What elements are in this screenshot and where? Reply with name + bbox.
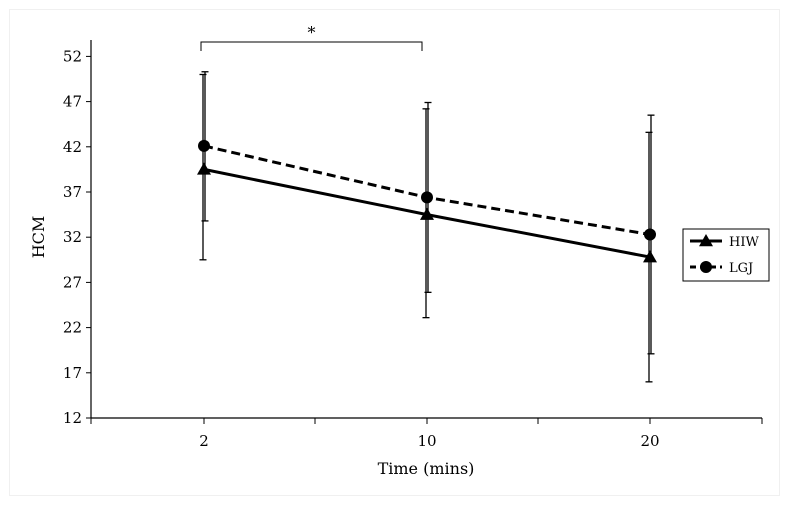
y-tick-label: 17	[63, 364, 82, 382]
y-axis-ticks: 12 17 22 27 32 37 42 47 52	[63, 47, 91, 427]
y-tick-label: 37	[63, 183, 82, 201]
y-tick-label: 52	[63, 47, 82, 65]
legend-label-lgj: LGJ	[729, 261, 753, 276]
x-axis-ticks: 2 10 20	[90, 418, 763, 450]
y-tick-label: 12	[63, 409, 82, 427]
legend-box	[682, 228, 770, 282]
x-tick-label: 20	[640, 432, 659, 450]
series-layer	[197, 139, 657, 263]
y-tick-label: 32	[63, 228, 82, 246]
data-point-lgj	[421, 191, 433, 204]
y-tick-label: 22	[63, 319, 82, 337]
data-point-lgj	[644, 228, 656, 241]
data-point-lgj	[198, 139, 210, 152]
significance-star: *	[308, 23, 316, 42]
data-point-hiw	[420, 207, 434, 220]
legend-marker-hiw	[699, 234, 713, 247]
figure-border	[9, 9, 780, 496]
significance-bracket	[200, 41, 423, 51]
y-tick-label: 47	[63, 93, 82, 111]
y-axis-title: HCM	[29, 216, 48, 259]
legend-label-hiw: HIW	[729, 235, 759, 250]
y-tick-label: 42	[63, 138, 82, 156]
data-point-hiw	[643, 250, 657, 263]
data-point-hiw	[197, 162, 211, 175]
y-tick-label: 27	[63, 273, 82, 291]
significance-annotation: *	[200, 23, 423, 51]
legend: HIW LGJ	[682, 228, 770, 282]
legend-marker-lgj	[700, 261, 712, 273]
x-tick-label: 10	[417, 432, 436, 450]
x-tick-label: 2	[199, 432, 209, 450]
x-axis-title: Time (mins)	[378, 459, 475, 478]
